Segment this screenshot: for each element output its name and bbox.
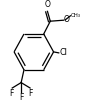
Text: CH₃: CH₃: [71, 13, 81, 18]
Text: O: O: [45, 0, 50, 9]
Text: Cl: Cl: [59, 48, 67, 57]
Text: F: F: [19, 93, 23, 102]
Text: O: O: [64, 15, 70, 24]
Text: F: F: [9, 89, 14, 98]
Text: F: F: [29, 89, 33, 98]
